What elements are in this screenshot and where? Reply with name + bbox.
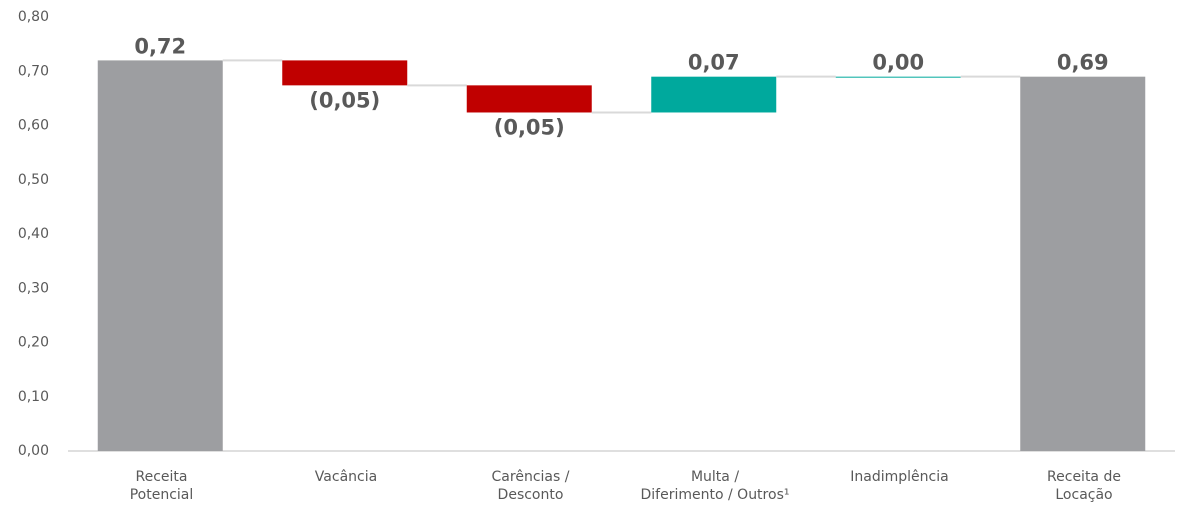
y-tick-label: 0,80	[18, 9, 49, 25]
x-tick-label: Carências / Desconto	[491, 469, 570, 503]
x-tick-label: Inadimplência	[850, 469, 949, 485]
value-label: (0,05)	[494, 115, 565, 139]
y-tick-label: 0,50	[18, 172, 49, 188]
x-tick-label: Vacância	[314, 469, 378, 485]
y-tick-label: 0,20	[18, 335, 49, 351]
value-label: 0,07	[688, 51, 740, 75]
y-tick-label: 0,00	[18, 443, 49, 459]
value-label: (0,05)	[309, 88, 380, 112]
y-tick-label: 0,30	[18, 280, 49, 296]
y-tick-label: 0,70	[18, 63, 49, 79]
bar	[282, 60, 408, 86]
value-label: 0,00	[872, 51, 924, 75]
y-tick-label: 0,60	[18, 118, 49, 134]
y-tick-label: 0,10	[18, 389, 49, 405]
value-label: 0,72	[134, 34, 186, 58]
bar	[97, 60, 223, 452]
x-tick-label: Receita Potencial	[129, 469, 194, 503]
value-label: 0,69	[1057, 51, 1109, 75]
y-tick-label: 0,40	[18, 226, 49, 242]
x-tick-label: Multa / Diferimento / Outros¹	[640, 469, 790, 503]
x-tick-label: Receita de Locação	[1047, 469, 1121, 503]
bar	[466, 85, 592, 113]
bar	[651, 76, 777, 113]
bar	[835, 76, 961, 78]
bar	[1020, 76, 1146, 452]
